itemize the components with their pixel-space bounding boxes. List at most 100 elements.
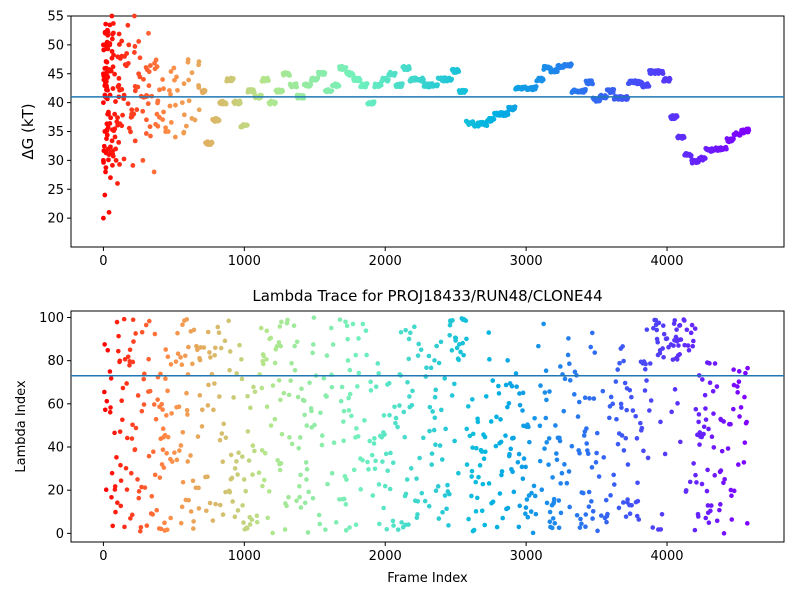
lambda-point [479,449,485,454]
lambda-point [397,403,402,408]
lambda-point [186,497,191,503]
lambda-point [395,424,400,430]
lambda-point [699,481,705,487]
lambda-point [241,477,247,482]
lambda-point [206,382,211,388]
lambda-point [553,423,558,428]
lambda-point [135,477,140,482]
y-tick-label: 20 [47,212,64,227]
delta-g-point [175,87,180,93]
delta-g-point [186,77,192,83]
lambda-point [130,422,135,428]
lambda-point [557,438,563,444]
lambda-point [213,501,218,507]
lambda-point [493,443,499,449]
lambda-point [406,522,411,527]
delta-g-point [181,129,187,135]
lambda-point [456,470,461,476]
lambda-point [437,443,443,448]
lambda-point [505,358,510,363]
lambda-point [186,344,191,350]
lambda-point [591,396,597,401]
delta-g-point [140,157,146,163]
lambda-point [112,484,118,489]
lambda-point [660,323,666,328]
delta-g-point [109,138,115,144]
delta-g-point [110,21,116,26]
lambda-point [585,451,591,457]
lambda-point [416,341,421,347]
lambda-point [418,347,424,353]
lambda-point [711,445,717,450]
lambda-point [658,419,663,425]
lambda-point [353,522,359,528]
lambda-point [401,409,407,415]
delta-g-point [119,87,125,92]
delta-g-point [161,86,166,92]
lambda-point [119,398,124,404]
lambda-point [473,479,479,485]
lambda-point [554,457,560,463]
lambda-point [125,354,131,360]
lambda-point [355,434,361,439]
lambda-point [662,451,668,457]
lambda-point [204,508,209,514]
lambda-point [276,340,282,345]
lambda-point [741,460,747,465]
lambda-point [304,423,310,428]
lambda-point [743,370,748,376]
lambda-point [503,382,509,388]
delta-g-point [160,77,165,82]
lambda-point [302,412,307,418]
lambda-point [583,512,589,517]
delta-g-point [399,81,405,87]
lambda-point [199,424,205,429]
lambda-point [544,397,549,403]
lambda-point [583,524,588,529]
delta-g-point [146,30,151,36]
lambda-point [208,355,213,360]
lambda-point [611,472,616,478]
lambda-point [277,324,283,329]
lambda-point [328,325,334,331]
lambda-point [454,345,460,351]
lambda-point [128,516,133,521]
delta-g-point [103,165,109,171]
lambda-point [594,430,600,436]
lambda-point [133,331,138,336]
delta-g-point [135,84,141,90]
lambda-point [144,523,150,528]
lambda-point [354,384,360,389]
delta-g-point [186,98,192,104]
lambda-point [426,353,432,359]
lambda-point [118,478,124,483]
lambda-point [438,339,444,345]
delta-g-point [569,62,574,67]
delta-g-point [103,21,109,27]
delta-g-point [237,100,243,106]
lambda-point [509,383,515,389]
lambda-point [436,360,442,366]
lambda-point [745,365,750,371]
lambda-point [452,438,457,444]
lambda-point [324,394,329,399]
lambda-point [143,322,149,328]
lambda-point [368,388,374,393]
lambda-point [542,446,547,451]
delta-g-point [101,148,107,154]
lambda-point [586,504,592,509]
delta-g-point [119,123,125,129]
lambda-point [251,384,256,390]
lambda-point [360,457,365,463]
delta-g-point [101,100,106,106]
lambda-point [515,460,521,465]
lambda-point [103,487,109,492]
lambda-point [218,345,224,351]
lambda-point [589,465,595,470]
lambda-point [252,448,257,454]
lambda-point [285,317,290,323]
lambda-point [325,481,330,487]
delta-g-point [108,68,114,74]
lambda-point [279,431,285,437]
delta-g-point [280,88,285,94]
